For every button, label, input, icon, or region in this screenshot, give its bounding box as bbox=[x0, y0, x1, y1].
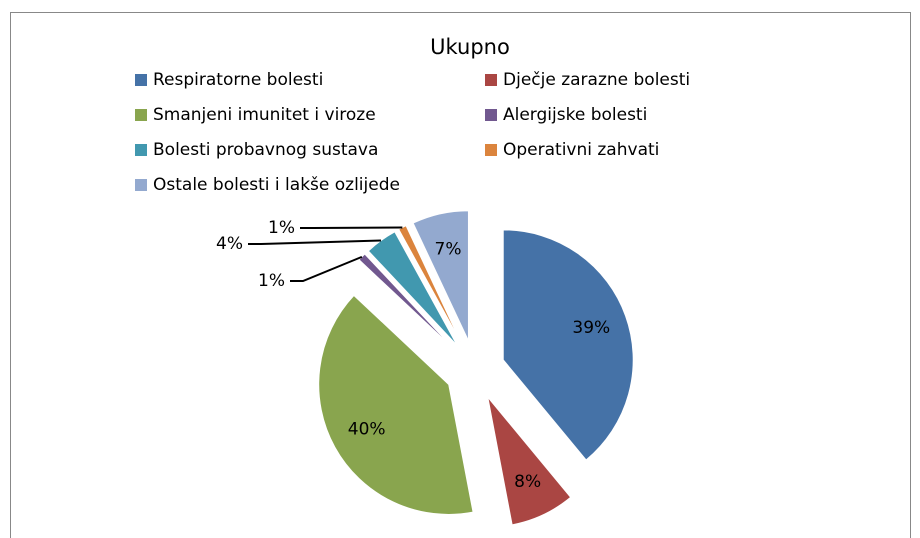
legend-label: Dječje zarazne bolesti bbox=[503, 70, 690, 90]
legend-label: Smanjeni imunitet i viroze bbox=[153, 105, 376, 125]
data-label: 1% bbox=[258, 271, 285, 291]
pie-slice bbox=[502, 229, 634, 461]
legend-swatch bbox=[485, 144, 497, 156]
pie-slice bbox=[318, 294, 474, 515]
data-label: 1% bbox=[268, 218, 295, 238]
pie-slice bbox=[487, 396, 572, 526]
legend-swatch bbox=[135, 179, 147, 191]
chart-title: Ukupno bbox=[430, 35, 510, 59]
legend-label: Operativni zahvati bbox=[503, 140, 659, 160]
data-label: 39% bbox=[572, 318, 610, 338]
data-label: 8% bbox=[514, 472, 541, 492]
leader-line bbox=[290, 255, 363, 282]
legend-swatch bbox=[135, 144, 147, 156]
legend-label: Ostale bolesti i lakše ozlijede bbox=[153, 175, 400, 195]
legend-label: Respiratorne bolesti bbox=[153, 70, 323, 90]
legend-label: Bolesti probavnog sustava bbox=[153, 140, 378, 160]
data-label: 40% bbox=[348, 420, 386, 440]
leader-line bbox=[248, 239, 381, 245]
legend-swatch bbox=[485, 74, 497, 86]
pie-slice bbox=[358, 253, 455, 350]
legend-swatch bbox=[485, 109, 497, 121]
data-label: 7% bbox=[435, 239, 462, 259]
leader-line bbox=[300, 226, 403, 229]
data-label: 4% bbox=[216, 234, 243, 254]
legend-swatch bbox=[135, 74, 147, 86]
legend-label: Alergijske bolesti bbox=[503, 105, 647, 125]
legend-swatch bbox=[135, 109, 147, 121]
pie-slice bbox=[412, 210, 469, 341]
